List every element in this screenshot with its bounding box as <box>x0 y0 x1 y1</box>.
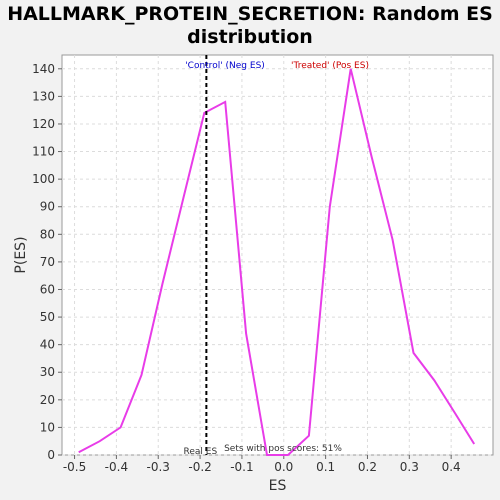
x-tick-label: 0.2 <box>358 460 377 474</box>
x-tick-label: -0.2 <box>188 460 211 474</box>
series-layer <box>78 68 476 456</box>
y-tick-label: 110 <box>32 145 55 159</box>
x-tick-label: -0.4 <box>105 460 128 474</box>
y-tick-label: 0 <box>47 448 55 462</box>
control-label: 'Control' (Neg ES) <box>185 61 265 71</box>
x-tick-label: 0.1 <box>316 460 335 474</box>
chart-title-line2: distribution <box>187 26 313 48</box>
y-tick-label: 70 <box>40 255 55 269</box>
y-tick-label: 90 <box>40 200 55 214</box>
y-tick-label: 120 <box>32 117 55 131</box>
y-tick-label: 20 <box>40 393 55 407</box>
x-tick-label: -0.1 <box>230 460 253 474</box>
y-tick-label: 100 <box>32 172 55 186</box>
treated-label: 'Treated' (Pos ES) <box>291 61 369 71</box>
chart-title-line1: HALLMARK_PROTEIN_SECRETION: Random ES <box>7 3 493 25</box>
y-tick-label: 40 <box>40 338 55 352</box>
x-tick-label: -0.3 <box>147 460 170 474</box>
series-line <box>78 68 476 456</box>
x-tick-label: 0.0 <box>274 460 293 474</box>
y-axis-label: P(ES) <box>13 236 29 273</box>
plot-area <box>61 54 494 456</box>
x-tick-label: 0.4 <box>442 460 461 474</box>
y-tick-label: 50 <box>40 310 55 324</box>
axes: -0.5 -0.4 -0.3 -0.2 -0.1 0.0 0.1 0.2 0.3 0.4 0 10 20… <box>32 62 461 474</box>
y-tick-label: 130 <box>32 89 55 103</box>
y-tick-label: 80 <box>40 227 55 241</box>
x-tick-label: 0.3 <box>400 460 419 474</box>
real-es-label: Real ES <box>184 447 218 457</box>
x-tick-label: -0.5 <box>63 460 86 474</box>
y-tick-label: 60 <box>40 282 55 296</box>
x-axis-label: ES <box>269 478 287 494</box>
y-tick-label: 140 <box>32 62 55 76</box>
y-tick-label: 30 <box>40 365 55 379</box>
pos-scores-label: Sets with pos scores: 51% <box>224 444 342 454</box>
y-tick-label: 10 <box>40 420 55 434</box>
